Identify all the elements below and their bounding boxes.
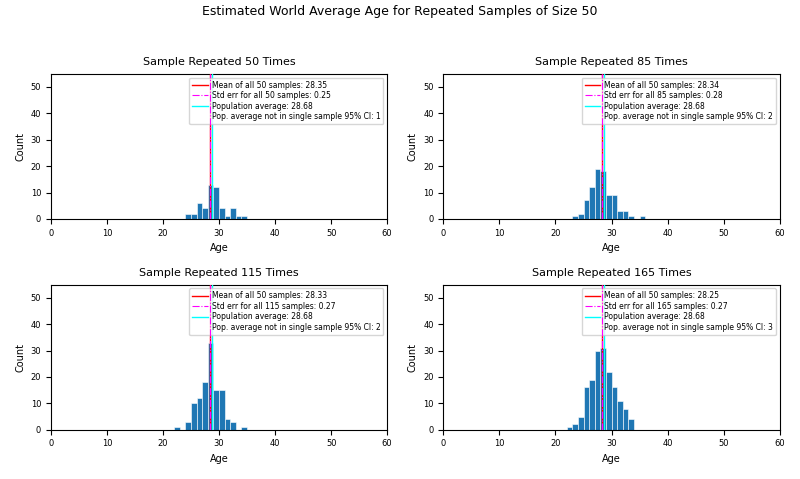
Bar [191,214,197,219]
Title: Sample Repeated 50 Times: Sample Repeated 50 Times [142,57,295,68]
Title: Sample Repeated 115 Times: Sample Repeated 115 Times [139,268,299,278]
Bar [572,424,578,430]
Bar [600,171,606,219]
Bar [639,216,645,219]
Bar [622,211,628,219]
Y-axis label: Count: Count [15,132,25,161]
Bar [225,216,230,219]
Bar [208,184,214,219]
Bar [219,208,225,219]
Bar [589,187,594,219]
Bar [230,208,236,219]
Bar [566,427,572,430]
Bar [242,427,247,430]
Bar [583,388,589,430]
Bar [606,195,611,219]
Bar [191,403,197,430]
Bar [606,372,611,430]
Bar [578,214,583,219]
Bar [572,216,578,219]
Bar [202,208,208,219]
X-axis label: Age: Age [602,454,621,464]
Bar [617,211,622,219]
Bar [219,390,225,430]
Title: Sample Repeated 85 Times: Sample Repeated 85 Times [535,57,688,68]
Legend: Mean of all 50 samples: 28.34, Std err for all 85 samples: 0.28, Population aver: Mean of all 50 samples: 28.34, Std err f… [582,78,776,124]
Bar [611,388,617,430]
Bar [578,417,583,430]
Bar [583,200,589,219]
Bar [214,187,219,219]
Y-axis label: Count: Count [15,342,25,372]
Bar [594,169,600,219]
Y-axis label: Count: Count [407,132,418,161]
Bar [214,390,219,430]
Bar [628,419,634,430]
Bar [174,427,180,430]
Bar [197,398,202,430]
Bar [242,216,247,219]
Bar [594,351,600,430]
X-axis label: Age: Age [210,454,229,464]
Bar [622,409,628,430]
Bar [208,342,214,430]
Bar [197,203,202,219]
Bar [628,216,634,219]
Bar [225,419,230,430]
Y-axis label: Count: Count [407,342,418,372]
Text: Estimated World Average Age for Repeated Samples of Size 50: Estimated World Average Age for Repeated… [202,5,598,18]
Bar [230,422,236,430]
Bar [186,214,191,219]
Bar [202,382,208,430]
Bar [611,195,617,219]
X-axis label: Age: Age [602,243,621,253]
Bar [589,379,594,430]
Bar [236,216,242,219]
Title: Sample Repeated 165 Times: Sample Repeated 165 Times [532,268,691,278]
Legend: Mean of all 50 samples: 28.33, Std err for all 115 samples: 0.27, Population ave: Mean of all 50 samples: 28.33, Std err f… [190,288,383,335]
X-axis label: Age: Age [210,243,229,253]
Legend: Mean of all 50 samples: 28.35, Std err for all 50 samples: 0.25, Population aver: Mean of all 50 samples: 28.35, Std err f… [190,78,383,124]
Legend: Mean of all 50 samples: 28.25, Std err for all 165 samples: 0.27, Population ave: Mean of all 50 samples: 28.25, Std err f… [582,288,776,335]
Bar [600,348,606,430]
Bar [617,400,622,430]
Bar [186,422,191,430]
